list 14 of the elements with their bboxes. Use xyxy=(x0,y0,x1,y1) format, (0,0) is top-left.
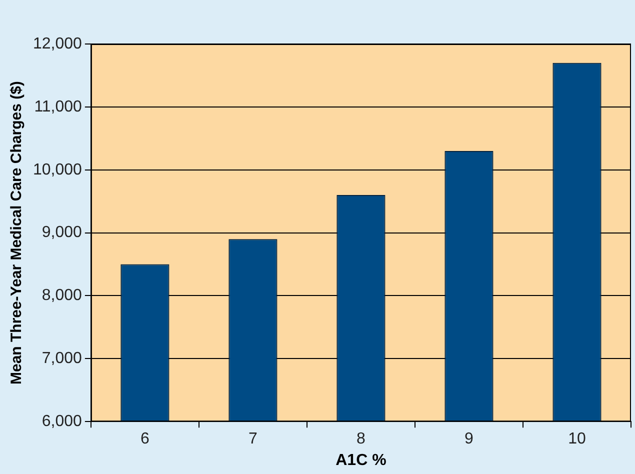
y-tick-label: 9,000 xyxy=(42,224,82,242)
y-tick-label: 12,000 xyxy=(33,35,82,52)
x-tick-label: 10 xyxy=(568,430,586,448)
x-tick-label: 9 xyxy=(464,430,474,448)
y-tick-label: 11,000 xyxy=(34,98,82,116)
x-axis-title: A1C % xyxy=(336,452,386,469)
y-tick-label: 6,000 xyxy=(42,413,82,430)
x-tick-label: 6 xyxy=(140,430,150,448)
y-tick-label: 7,000 xyxy=(42,350,82,368)
y-axis-title: Mean Three-Year Medical Care Charges ($) xyxy=(8,81,26,385)
x-tick-label: 7 xyxy=(248,430,258,448)
y-tick-label: 10,000 xyxy=(33,161,82,178)
y-tick-label: 8,000 xyxy=(42,287,82,304)
x-tick-label: 8 xyxy=(356,430,366,448)
